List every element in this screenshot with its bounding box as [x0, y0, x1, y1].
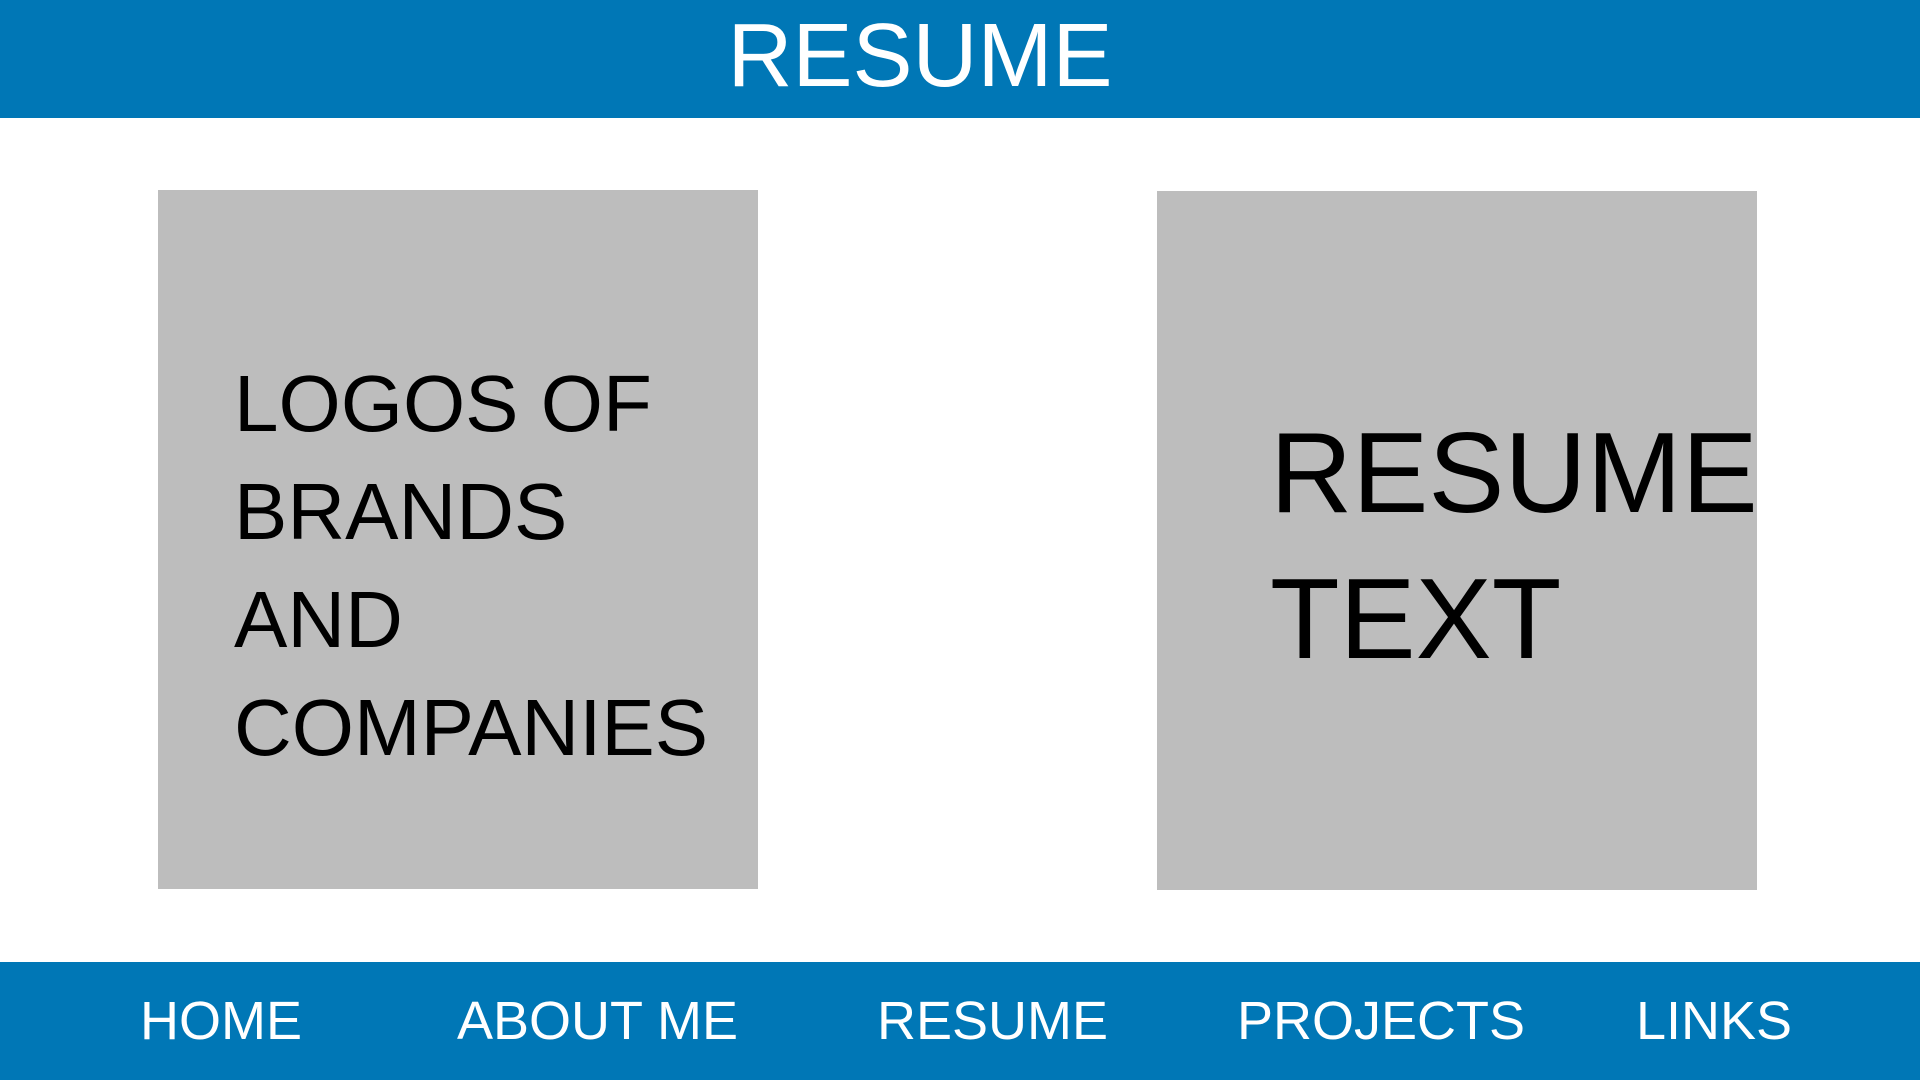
nav-projects-link[interactable]: PROJECTS — [1237, 991, 1526, 1051]
resume-text-panel: RESUME TEXT — [1157, 191, 1758, 890]
resume-text-placeholder: RESUME TEXT — [1270, 410, 1758, 683]
nav-resume-link[interactable]: RESUME — [877, 991, 1109, 1051]
page-title: RESUME — [727, 6, 1113, 106]
nav-links-link[interactable]: LINKS — [1636, 991, 1793, 1051]
logos-placeholder-panel: LOGOS OF BRANDS AND COMPANIES — [158, 190, 758, 889]
logos-placeholder-text: LOGOS OF BRANDS AND COMPANIES — [234, 359, 709, 772]
bottom-nav-bar: HOME ABOUT ME RESUME PROJECTS LINKS — [0, 962, 1920, 1080]
nav-home-link[interactable]: HOME — [140, 991, 302, 1051]
page-header: RESUME — [0, 0, 1920, 118]
nav-about-me-link[interactable]: ABOUT ME — [457, 991, 739, 1051]
